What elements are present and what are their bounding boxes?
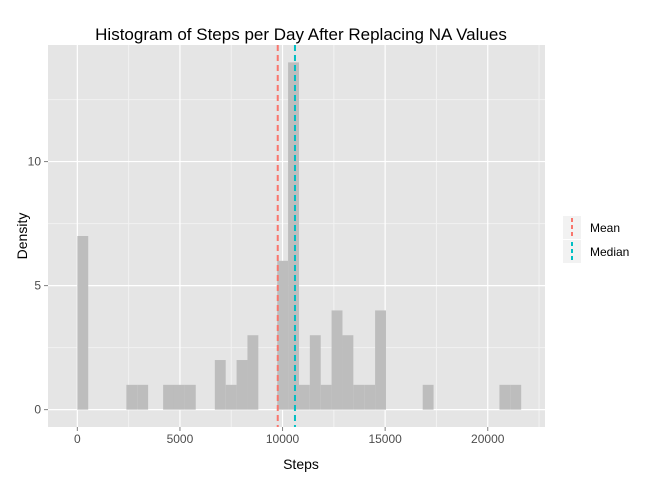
histogram-bar <box>77 236 89 410</box>
histogram-bar <box>309 335 321 410</box>
histogram-bar <box>137 384 149 410</box>
x-tick-label: 5000 <box>167 432 194 446</box>
y-tick-label: 5 <box>34 279 41 293</box>
legend: Mean Median <box>563 216 629 263</box>
x-tick-label: 20000 <box>471 432 505 446</box>
histogram-bar <box>331 310 343 410</box>
histogram-bar <box>225 384 237 410</box>
histogram-bar <box>277 260 289 410</box>
histogram-bar <box>342 335 354 410</box>
x-axis-ticks: 0 5000 10000 15000 20000 <box>74 427 505 446</box>
reference-lines <box>276 45 296 427</box>
histogram-bar <box>422 384 434 410</box>
histogram-bar <box>173 384 185 410</box>
legend-label-median: Median <box>590 245 629 259</box>
y-tick-label: 10 <box>28 155 42 169</box>
x-tick-label: 0 <box>74 432 81 446</box>
histogram-bar <box>247 335 259 410</box>
legend-label-mean: Mean <box>590 221 620 235</box>
histogram-bar <box>163 384 174 410</box>
x-axis-title: Steps <box>283 456 319 472</box>
histogram-bar <box>320 384 332 410</box>
y-tick-label: 0 <box>34 403 41 417</box>
y-axis-title: Density <box>14 213 30 260</box>
histogram-bar <box>510 384 522 410</box>
histogram-bar <box>214 360 226 410</box>
histogram-bar <box>353 384 365 410</box>
histogram-bar <box>236 360 248 410</box>
histogram-bar <box>126 384 138 410</box>
histogram-bar <box>375 310 386 410</box>
chart-title: Histogram of Steps per Day After Replaci… <box>95 25 507 44</box>
x-tick-label: 15000 <box>368 432 402 446</box>
histogram-bar <box>499 384 511 410</box>
histogram-bar <box>288 62 299 410</box>
x-tick-label: 10000 <box>266 432 300 446</box>
histogram-bar <box>364 384 376 410</box>
y-axis-ticks: 0 5 10 <box>28 155 48 417</box>
histogram-bar <box>184 384 196 410</box>
histogram-bars <box>77 62 522 410</box>
histogram-bar <box>298 384 310 410</box>
